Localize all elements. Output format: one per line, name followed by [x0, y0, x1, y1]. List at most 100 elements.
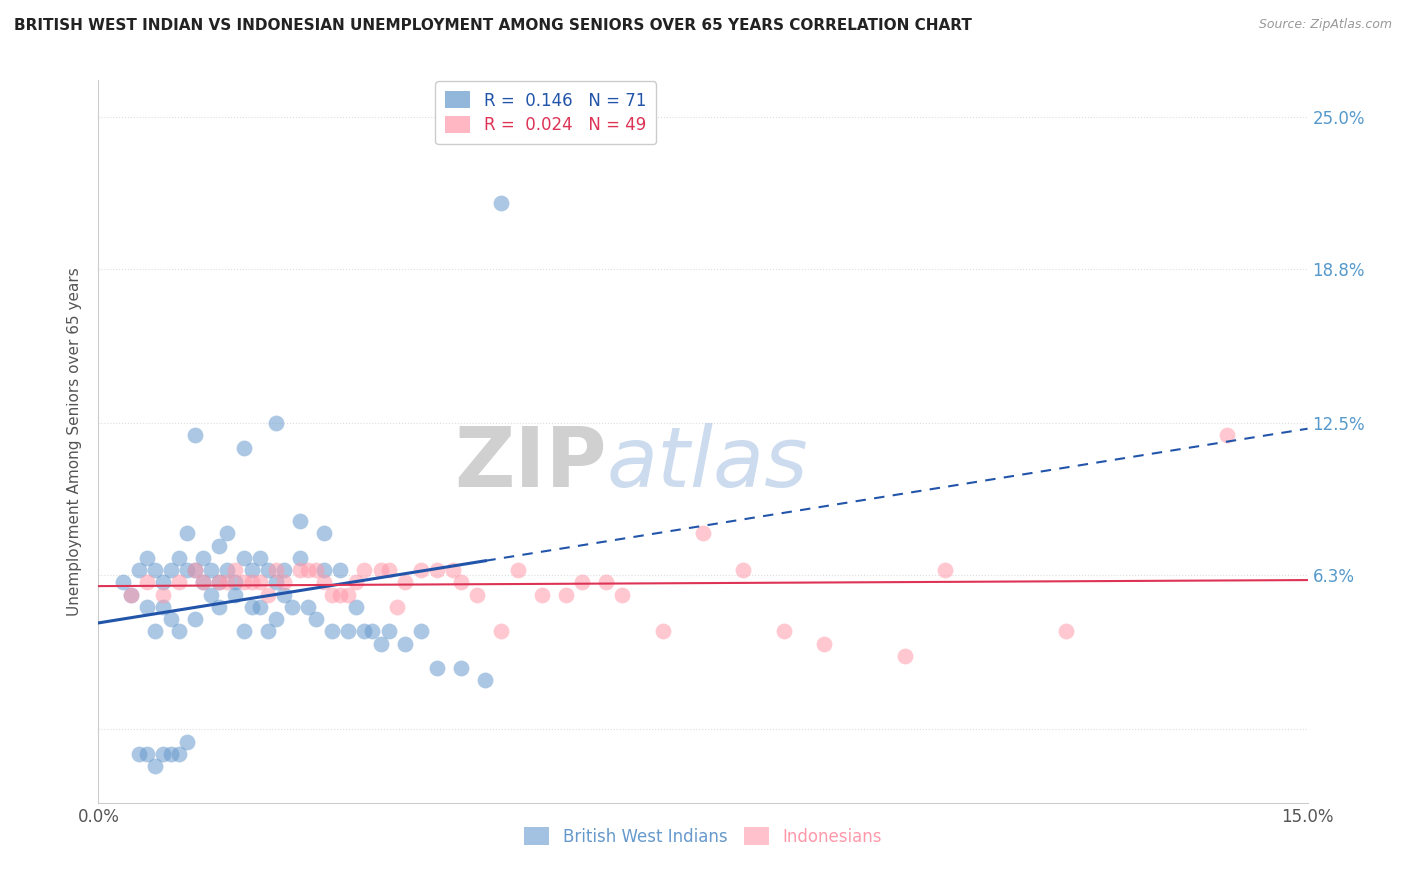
Text: BRITISH WEST INDIAN VS INDONESIAN UNEMPLOYMENT AMONG SENIORS OVER 65 YEARS CORRE: BRITISH WEST INDIAN VS INDONESIAN UNEMPL…	[14, 18, 972, 33]
Point	[152, 747, 174, 761]
Point	[176, 734, 198, 748]
Point	[264, 612, 287, 626]
Point	[167, 624, 190, 639]
Point	[314, 575, 336, 590]
Point	[249, 599, 271, 614]
Point	[465, 588, 488, 602]
Point	[337, 588, 360, 602]
Point	[288, 514, 311, 528]
Point	[893, 648, 915, 663]
Point	[370, 637, 392, 651]
Point	[377, 563, 399, 577]
Point	[288, 563, 311, 577]
Point	[1216, 428, 1239, 442]
Point	[160, 747, 183, 761]
Point	[314, 526, 336, 541]
Point	[135, 550, 157, 565]
Point	[450, 661, 472, 675]
Point	[120, 588, 142, 602]
Point	[193, 575, 215, 590]
Point	[160, 563, 183, 577]
Text: atlas: atlas	[606, 423, 808, 504]
Point	[217, 563, 239, 577]
Point	[329, 588, 352, 602]
Point	[1054, 624, 1077, 639]
Point	[128, 747, 150, 761]
Point	[193, 575, 215, 590]
Point	[135, 575, 157, 590]
Point	[321, 624, 343, 639]
Legend: British West Indians, Indonesians: British West Indians, Indonesians	[517, 821, 889, 852]
Point	[426, 563, 449, 577]
Point	[692, 526, 714, 541]
Point	[176, 563, 198, 577]
Point	[240, 575, 263, 590]
Point	[555, 588, 578, 602]
Text: ZIP: ZIP	[454, 423, 606, 504]
Point	[612, 588, 634, 602]
Point	[208, 575, 231, 590]
Point	[208, 539, 231, 553]
Point	[273, 563, 295, 577]
Point	[256, 624, 278, 639]
Point	[135, 599, 157, 614]
Point	[353, 624, 375, 639]
Point	[772, 624, 794, 639]
Point	[249, 575, 271, 590]
Point	[450, 575, 472, 590]
Point	[530, 588, 553, 602]
Point	[232, 624, 254, 639]
Point	[249, 550, 271, 565]
Point	[193, 550, 215, 565]
Point	[224, 575, 246, 590]
Point	[394, 575, 416, 590]
Point	[240, 563, 263, 577]
Point	[321, 588, 343, 602]
Point	[264, 416, 287, 430]
Point	[184, 563, 207, 577]
Point	[385, 599, 408, 614]
Point	[240, 599, 263, 614]
Point	[571, 575, 593, 590]
Point	[297, 563, 319, 577]
Point	[491, 624, 513, 639]
Point	[152, 599, 174, 614]
Point	[353, 563, 375, 577]
Point	[273, 588, 295, 602]
Point	[409, 624, 432, 639]
Point	[167, 575, 190, 590]
Point	[813, 637, 835, 651]
Point	[314, 563, 336, 577]
Point	[128, 563, 150, 577]
Point	[135, 747, 157, 761]
Point	[111, 575, 134, 590]
Point	[224, 588, 246, 602]
Point	[208, 599, 231, 614]
Point	[232, 575, 254, 590]
Point	[208, 575, 231, 590]
Point	[143, 759, 166, 773]
Point	[264, 575, 287, 590]
Point	[273, 575, 295, 590]
Point	[143, 624, 166, 639]
Point	[217, 526, 239, 541]
Point	[595, 575, 617, 590]
Point	[256, 588, 278, 602]
Point	[152, 575, 174, 590]
Point	[506, 563, 529, 577]
Point	[143, 563, 166, 577]
Point	[217, 575, 239, 590]
Point	[344, 599, 367, 614]
Point	[441, 563, 464, 577]
Point	[394, 637, 416, 651]
Point	[377, 624, 399, 639]
Point	[256, 563, 278, 577]
Point	[224, 563, 246, 577]
Point	[288, 550, 311, 565]
Point	[120, 588, 142, 602]
Text: Source: ZipAtlas.com: Source: ZipAtlas.com	[1258, 18, 1392, 31]
Point	[305, 612, 328, 626]
Point	[305, 563, 328, 577]
Point	[167, 747, 190, 761]
Point	[337, 624, 360, 639]
